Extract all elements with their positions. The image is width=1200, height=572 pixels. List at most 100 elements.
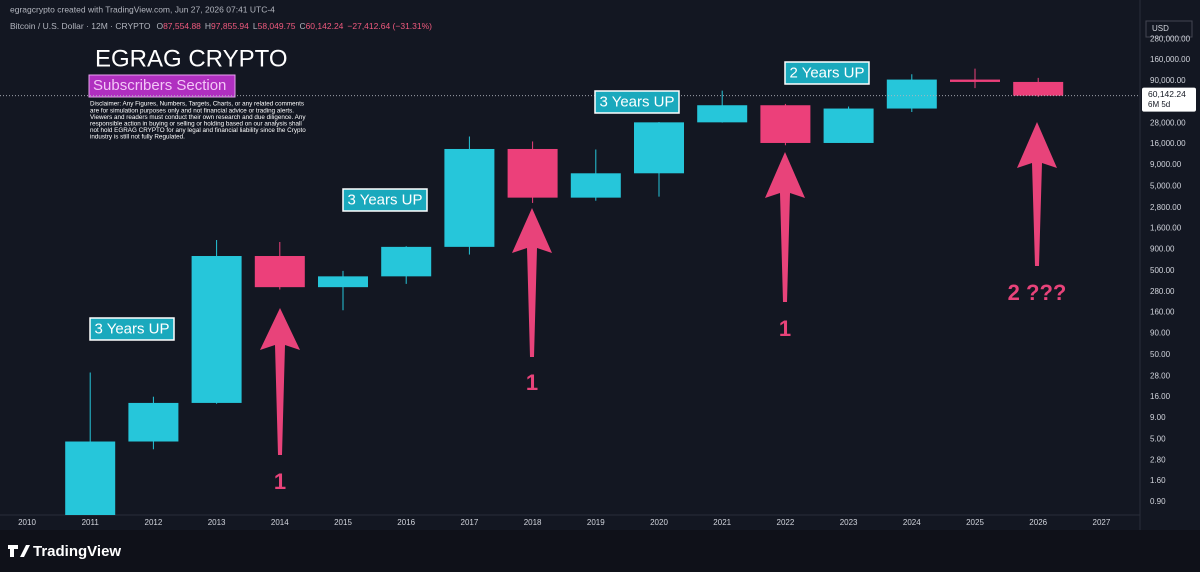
x-tick-label: 2020	[650, 518, 668, 527]
x-tick-label: 2022	[777, 518, 795, 527]
x-tick-label: 2017	[461, 518, 479, 527]
annotation: 3 Years UP	[599, 93, 674, 110]
candle-body	[65, 441, 116, 515]
x-tick-label: 2016	[397, 518, 415, 527]
y-tick-label: 2.80	[1150, 456, 1166, 465]
y-tick-label: 16,000.00	[1150, 139, 1186, 148]
y-tick-label: 28.00	[1150, 371, 1171, 380]
annotation-box	[89, 317, 175, 341]
symbol-line: Bitcoin / U.S. Dollar · 12M · CRYPTO O87,…	[10, 21, 432, 31]
ohlc-key: O	[156, 21, 163, 31]
subtitle: Subscribers Section	[93, 77, 226, 94]
annotation-box	[342, 188, 428, 212]
brand: TradingView	[33, 543, 121, 560]
y-tick-label: 9,000.00	[1150, 160, 1182, 169]
y-tick-label: 280,000.00	[1150, 35, 1191, 44]
y-tick-label: 5.00	[1150, 434, 1166, 443]
candle-body	[570, 173, 621, 198]
annotation: 3 Years UP	[347, 191, 422, 208]
x-tick-label: 2015	[334, 518, 352, 527]
last-price-label: 60,142.24	[1148, 89, 1186, 99]
disclaimer-line: responsible action in buying or selling …	[90, 120, 302, 127]
x-tick-label: 2012	[145, 518, 163, 527]
arrow	[260, 308, 300, 455]
disclaimer-line: Disclaimer: Any Figures, Numbers, Target…	[90, 101, 304, 108]
annotation: 2 ???	[1008, 280, 1067, 305]
disclaimer-line: are for simulation purposes only and not…	[90, 107, 294, 114]
candle-body	[823, 108, 874, 143]
y-tick-label: 0.90	[1150, 497, 1166, 506]
countdown: 6M 5d	[1148, 100, 1170, 109]
x-tick-label: 2019	[587, 518, 605, 527]
attribution: egragcrypto created with TradingView.com…	[10, 4, 275, 14]
candle-body	[507, 148, 558, 198]
ohlc-value: 58,049.75	[258, 21, 296, 31]
logo-icon	[8, 545, 30, 557]
annotation-box	[594, 90, 680, 114]
y-tick-label: 1,600.00	[1150, 223, 1182, 232]
x-tick-label: 2018	[524, 518, 542, 527]
currency-box	[1145, 20, 1193, 38]
y-tick-label: 900.00	[1150, 244, 1175, 253]
candle-body	[634, 122, 684, 174]
annotation: 1	[526, 370, 538, 395]
y-tick-label: 28,000.00	[1150, 119, 1186, 128]
disclaimer-line: not hold EGRAG CRYPTO for any legal and …	[90, 127, 306, 134]
arrow	[512, 208, 552, 357]
annotation-box	[784, 61, 870, 85]
arrow	[1017, 122, 1057, 266]
footer-logo: TradingView	[8, 543, 121, 560]
x-tick-label: 2026	[1029, 518, 1047, 527]
ohlc-value: 87,554.88	[163, 21, 201, 31]
disclaimer-line: Viewers and readers must conduct their o…	[90, 114, 306, 121]
y-tick-label: 160.00	[1150, 308, 1175, 317]
candles	[65, 68, 1064, 515]
x-tick-label: 2023	[840, 518, 858, 527]
y-tick-label: 160,000.00	[1150, 55, 1191, 64]
ohlc-key: C	[299, 21, 305, 31]
y-tick-label: 9.00	[1150, 413, 1166, 422]
currency: USD	[1152, 24, 1169, 33]
y-tick-label: 90.00	[1150, 329, 1171, 338]
ohlc-key: L	[253, 21, 258, 31]
disclaimer-line: industry is still not fully Regulated.	[90, 134, 185, 141]
candle-body	[1013, 81, 1064, 96]
last-price-box	[1142, 87, 1196, 112]
y-tick-label: 16.00	[1150, 392, 1171, 401]
y-tick-label: 2,800.00	[1150, 203, 1182, 212]
subtitle-box	[88, 74, 236, 98]
annotation: 2 Years UP	[789, 64, 864, 81]
annotation: 1	[274, 469, 286, 494]
ohlc-value: 97,855.94	[211, 21, 249, 31]
candle-body	[950, 79, 1000, 82]
annotation: 1	[779, 316, 791, 341]
arrows	[260, 122, 1057, 455]
ohlc-key: H	[205, 21, 211, 31]
candle-body	[760, 105, 811, 143]
candle-body	[697, 105, 748, 123]
candle-body	[128, 402, 179, 442]
x-tick-label: 2024	[903, 518, 921, 527]
y-tick-label: 5,000.00	[1150, 182, 1182, 191]
x-tick-label: 2025	[966, 518, 984, 527]
footer-bar	[0, 530, 1200, 572]
change: −27,412.64 (−31.31%)	[347, 21, 432, 31]
chart-title: EGRAG CRYPTO	[95, 45, 288, 72]
candle-body	[381, 246, 432, 277]
y-tick-label: 280.00	[1150, 287, 1175, 296]
annotation: 3 Years UP	[94, 320, 169, 337]
candle-body	[444, 148, 495, 247]
y-tick-label: 1.60	[1150, 476, 1166, 485]
x-tick-label: 2013	[208, 518, 226, 527]
ohlc-value: 60,142.24	[306, 21, 344, 31]
candle-body	[254, 256, 305, 288]
candle-body	[886, 79, 937, 109]
x-tick-label: 2011	[82, 518, 100, 527]
candle-body	[318, 276, 368, 288]
y-tick-label: 500.00	[1150, 266, 1175, 275]
y-tick-label: 90,000.00	[1150, 76, 1186, 85]
x-tick-label: 2010	[18, 518, 36, 527]
x-tick-label: 2021	[713, 518, 731, 527]
